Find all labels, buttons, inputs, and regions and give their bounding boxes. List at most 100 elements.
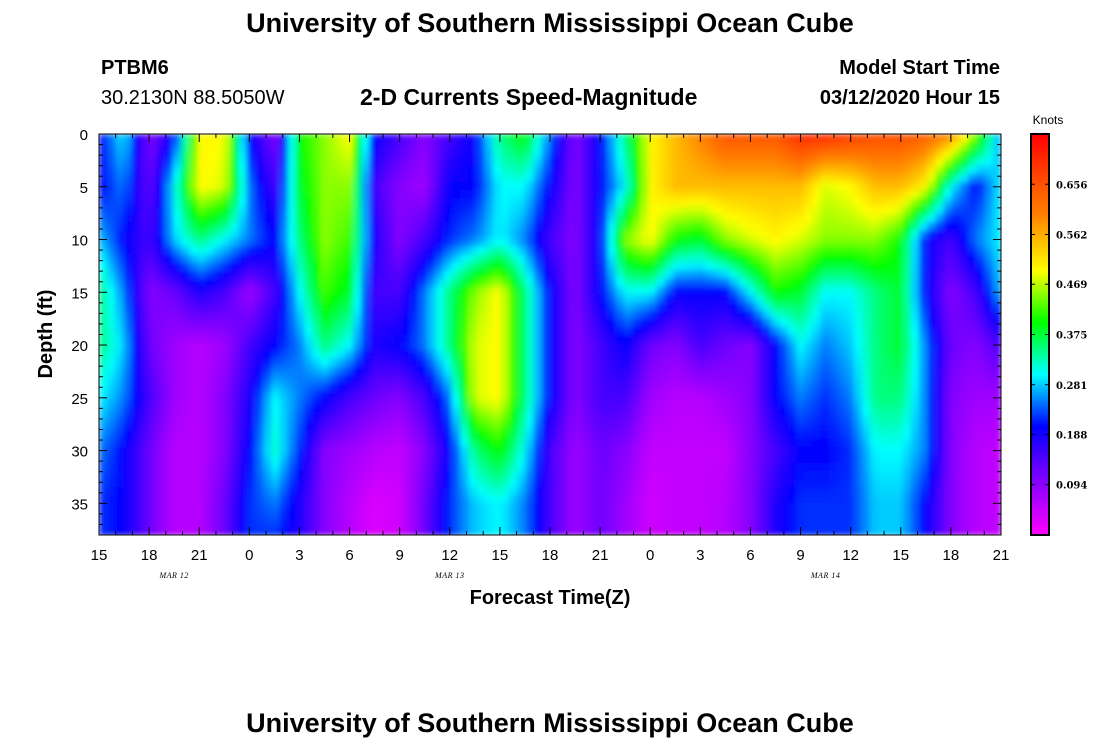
heatmap-cell — [779, 326, 789, 336]
heatmap-cell — [312, 494, 322, 504]
heatmap-cell — [746, 150, 756, 159]
heatmap-cell — [320, 310, 330, 320]
heatmap-cell — [140, 438, 149, 448]
heatmap-cell — [976, 486, 986, 496]
heatmap-cell — [230, 446, 240, 456]
heatmap-cell — [271, 182, 281, 191]
heatmap-cell — [927, 398, 937, 408]
heatmap-cell — [869, 486, 879, 496]
heatmap-cell — [353, 302, 363, 312]
heatmap-cell — [705, 174, 715, 183]
heatmap-cell — [377, 430, 387, 440]
heatmap-cell — [558, 382, 568, 392]
heatmap-cell — [869, 206, 879, 215]
heatmap-cell — [156, 326, 166, 336]
heatmap-cell — [402, 174, 412, 183]
heatmap-cell — [230, 310, 240, 320]
heatmap-cell — [295, 358, 305, 368]
heatmap-cell — [459, 326, 469, 336]
heatmap-cell — [476, 158, 486, 167]
heatmap-cell — [271, 190, 281, 199]
heatmap-cell — [312, 142, 322, 151]
heatmap-cell — [550, 438, 559, 448]
heatmap-cell — [230, 374, 240, 384]
heatmap-cell — [869, 134, 879, 143]
heatmap-cell — [492, 446, 502, 456]
heatmap-cell — [328, 302, 338, 312]
heatmap-cell — [648, 454, 658, 464]
heatmap-cell — [377, 190, 387, 199]
heatmap-cell — [722, 358, 732, 368]
heatmap-cell — [336, 238, 346, 248]
heatmap-cell — [664, 318, 674, 328]
heatmap-cell — [968, 350, 978, 360]
heatmap-cell — [804, 206, 814, 215]
heatmap-cell — [320, 414, 330, 424]
heatmap-cell — [722, 398, 732, 408]
heatmap-cell — [476, 238, 486, 248]
heatmap-cell — [591, 334, 600, 344]
heatmap-cell — [960, 190, 969, 199]
heatmap-cell — [558, 270, 568, 280]
heatmap-cell — [459, 462, 469, 472]
heatmap-cell — [779, 462, 789, 472]
heatmap-cell — [238, 262, 248, 272]
heatmap-cell — [287, 214, 297, 224]
heatmap-cell — [533, 438, 543, 448]
heatmap-cell — [500, 278, 510, 288]
heatmap-cell — [591, 430, 600, 440]
heatmap-cell — [845, 262, 855, 272]
heatmap-cell — [312, 478, 322, 488]
heatmap-cell — [443, 222, 453, 232]
heatmap-cell — [246, 278, 256, 288]
heatmap-cell — [271, 158, 281, 167]
heatmap-cell — [418, 422, 428, 432]
heatmap-cell — [837, 166, 846, 175]
heatmap-cell — [591, 390, 600, 400]
heatmap-cell — [869, 342, 879, 352]
heatmap-cell — [623, 246, 633, 256]
heatmap-cell — [771, 390, 781, 400]
heatmap-cell — [648, 406, 658, 416]
heatmap-cell — [845, 374, 855, 384]
heatmap-cell — [714, 294, 723, 304]
heatmap-cell — [869, 158, 879, 167]
heatmap-cell — [517, 342, 527, 352]
heatmap-cell — [213, 366, 223, 376]
heatmap-cell — [271, 246, 281, 256]
heatmap-cell — [541, 150, 551, 159]
heatmap-cell — [369, 350, 379, 360]
heatmap-cell — [607, 174, 617, 183]
heatmap-cell — [148, 286, 158, 296]
heatmap-cell — [992, 398, 1001, 408]
heatmap-cell — [746, 142, 756, 151]
heatmap-cell — [263, 246, 272, 256]
heatmap-cell — [336, 406, 346, 416]
heatmap-cell — [828, 278, 838, 288]
heatmap-cell — [99, 262, 108, 272]
heatmap-cell — [451, 422, 461, 432]
heatmap-cell — [771, 310, 781, 320]
heatmap-cell — [263, 438, 272, 448]
heatmap-cell — [369, 142, 379, 151]
heatmap-cell — [533, 190, 543, 199]
heatmap-cell — [164, 462, 174, 472]
heatmap-cell — [345, 374, 354, 384]
heatmap-cell — [131, 374, 141, 384]
heatmap-cell — [976, 222, 986, 232]
heatmap-cell — [656, 134, 666, 143]
heatmap-cell — [525, 478, 535, 488]
heatmap-cell — [673, 350, 682, 360]
heatmap-cell — [345, 366, 354, 376]
heatmap-cell — [943, 142, 953, 151]
heatmap-cell — [517, 190, 527, 199]
heatmap-cell — [607, 398, 617, 408]
heatmap-cell — [894, 430, 904, 440]
heatmap-cell — [746, 430, 756, 440]
heatmap-cell — [984, 278, 994, 288]
heatmap-cell — [787, 206, 797, 215]
heatmap-cell — [345, 270, 354, 280]
heatmap-cell — [968, 358, 978, 368]
heatmap-cell — [172, 486, 182, 496]
heatmap-cell — [828, 190, 838, 199]
